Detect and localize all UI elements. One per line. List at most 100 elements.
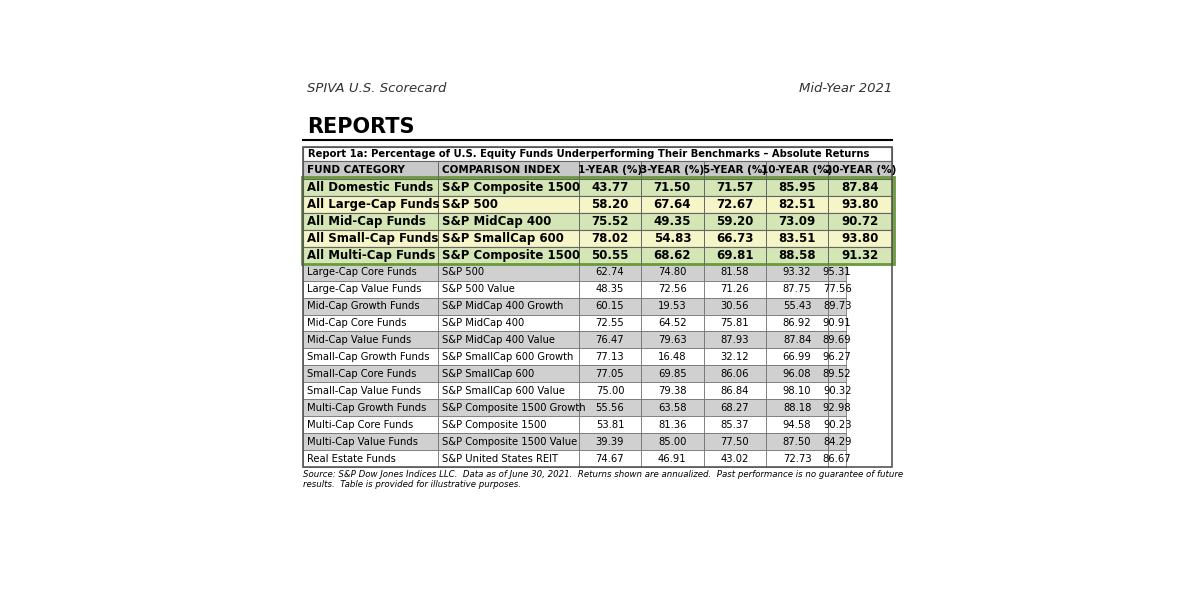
Bar — [641, 349, 703, 365]
Bar — [828, 399, 846, 416]
Bar — [828, 382, 846, 399]
Text: 71.26: 71.26 — [720, 284, 749, 294]
Text: Real Estate Funds: Real Estate Funds — [307, 454, 396, 464]
Text: All Domestic Funds: All Domestic Funds — [307, 181, 433, 194]
Text: 72.67: 72.67 — [716, 198, 754, 211]
Text: All Small-Cap Funds: All Small-Cap Funds — [307, 232, 438, 245]
Bar — [641, 399, 703, 416]
Text: 58.20: 58.20 — [592, 198, 629, 211]
Text: Small-Cap Value Funds: Small-Cap Value Funds — [307, 386, 421, 396]
Text: 71.50: 71.50 — [654, 181, 691, 194]
Bar — [828, 416, 846, 433]
Bar — [304, 213, 893, 230]
Text: 30.56: 30.56 — [720, 301, 749, 311]
Text: 87.93: 87.93 — [720, 335, 749, 345]
Bar — [766, 264, 828, 281]
Bar — [304, 264, 438, 281]
Text: 10-YEAR (%): 10-YEAR (%) — [762, 165, 833, 175]
Text: 79.38: 79.38 — [658, 386, 686, 396]
Text: S&P SmallCap 600 Growth: S&P SmallCap 600 Growth — [442, 352, 574, 362]
Bar — [828, 298, 846, 314]
Bar — [578, 314, 641, 331]
Bar — [703, 298, 766, 314]
Bar — [641, 450, 703, 467]
Text: REPORTS: REPORTS — [307, 118, 414, 137]
Text: 55.43: 55.43 — [782, 301, 811, 311]
Text: COMPARISON INDEX: COMPARISON INDEX — [442, 165, 560, 175]
Text: 89.73: 89.73 — [823, 301, 851, 311]
Text: 71.57: 71.57 — [716, 181, 754, 194]
Bar — [703, 399, 766, 416]
Bar — [828, 281, 846, 298]
Text: 76.47: 76.47 — [595, 335, 624, 345]
Text: 73.09: 73.09 — [779, 215, 816, 228]
Bar — [304, 146, 893, 161]
Text: 49.35: 49.35 — [654, 215, 691, 228]
Text: 69.81: 69.81 — [716, 249, 754, 262]
Text: S&P MidCap 400 Growth: S&P MidCap 400 Growth — [442, 301, 563, 311]
Text: 72.55: 72.55 — [595, 318, 624, 328]
Text: 90.32: 90.32 — [823, 386, 851, 396]
Text: 93.80: 93.80 — [841, 198, 878, 211]
Bar — [438, 416, 578, 433]
Text: 87.84: 87.84 — [782, 335, 811, 345]
Text: 84.29: 84.29 — [823, 437, 851, 446]
Bar — [641, 281, 703, 298]
Bar — [304, 146, 893, 467]
Text: Small-Cap Growth Funds: Small-Cap Growth Funds — [307, 352, 430, 362]
Text: 3-YEAR (%): 3-YEAR (%) — [641, 165, 704, 175]
Bar — [578, 365, 641, 382]
Bar — [766, 433, 828, 450]
Bar — [766, 365, 828, 382]
Text: Large-Cap Value Funds: Large-Cap Value Funds — [307, 284, 421, 294]
Text: 89.69: 89.69 — [823, 335, 852, 345]
Bar — [703, 349, 766, 365]
Bar — [703, 281, 766, 298]
Text: All Multi-Cap Funds: All Multi-Cap Funds — [307, 249, 436, 262]
Bar — [828, 264, 846, 281]
Text: 78.02: 78.02 — [592, 232, 629, 245]
Text: 48.35: 48.35 — [596, 284, 624, 294]
Bar — [438, 298, 578, 314]
Text: S&P Composite 1500: S&P Composite 1500 — [442, 419, 546, 430]
Bar — [641, 264, 703, 281]
Text: 87.75: 87.75 — [782, 284, 811, 294]
Text: Source: S&P Dow Jones Indices LLC.  Data as of June 30, 2021.  Returns shown are: Source: S&P Dow Jones Indices LLC. Data … — [304, 470, 904, 490]
Bar — [438, 399, 578, 416]
Bar — [304, 331, 438, 349]
Bar — [828, 450, 846, 467]
Text: 95.31: 95.31 — [823, 267, 852, 277]
Text: Large-Cap Core Funds: Large-Cap Core Funds — [307, 267, 416, 277]
Bar — [828, 365, 846, 382]
Bar — [578, 382, 641, 399]
Text: 79.63: 79.63 — [658, 335, 686, 345]
Text: 90.91: 90.91 — [823, 318, 852, 328]
Text: 77.56: 77.56 — [823, 284, 852, 294]
Text: S&P Composite 1500 Growth: S&P Composite 1500 Growth — [442, 403, 586, 413]
Bar — [304, 314, 438, 331]
Bar — [703, 433, 766, 450]
Text: S&P Composite 1500: S&P Composite 1500 — [442, 181, 580, 194]
Text: 88.58: 88.58 — [779, 249, 816, 262]
Bar — [703, 450, 766, 467]
Text: Mid-Cap Core Funds: Mid-Cap Core Funds — [307, 318, 407, 328]
Bar — [438, 433, 578, 450]
Text: 63.58: 63.58 — [658, 403, 686, 413]
Bar — [438, 365, 578, 382]
Text: All Large-Cap Funds: All Large-Cap Funds — [307, 198, 439, 211]
Text: 68.27: 68.27 — [720, 403, 749, 413]
Bar — [703, 365, 766, 382]
Text: 55.56: 55.56 — [595, 403, 624, 413]
Text: 50.55: 50.55 — [592, 249, 629, 262]
Bar — [766, 331, 828, 349]
Bar — [703, 382, 766, 399]
Text: 89.52: 89.52 — [823, 369, 852, 379]
Bar — [304, 281, 438, 298]
Text: 53.81: 53.81 — [595, 419, 624, 430]
Bar — [304, 450, 438, 467]
Text: 43.02: 43.02 — [720, 454, 749, 464]
Text: 77.50: 77.50 — [720, 437, 749, 446]
Text: 88.18: 88.18 — [782, 403, 811, 413]
Bar — [304, 365, 438, 382]
Text: 68.62: 68.62 — [654, 249, 691, 262]
